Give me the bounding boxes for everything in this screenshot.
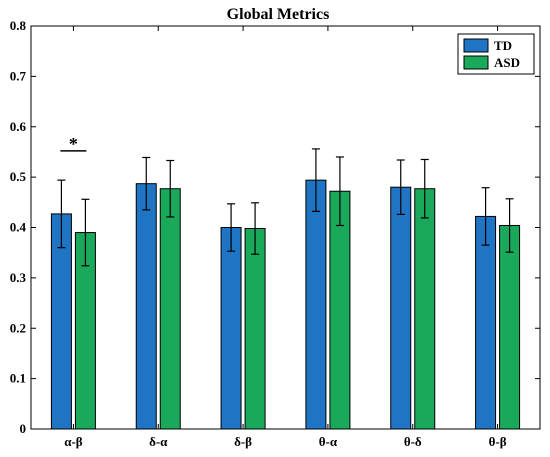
x-tick-label: δ-α [149,434,168,449]
plot-area: 0 0.1 0.2 0.3 0.4 0.5 0.6 0.7 0.8 α-β δ-α δ-β θ-α θ-δ… [10,18,541,449]
legend: TD ASD [457,33,535,75]
legend-swatch-td [463,38,489,53]
y-tick-label: 0.8 [10,18,27,33]
significance-marker: * [69,134,78,154]
y-tick-label: 0.4 [10,220,27,235]
y-tick-label: 0.3 [10,270,27,285]
x-tick-label: θ-δ [404,434,422,449]
bar-asd [414,188,436,430]
x-tick-label: θ-α [319,434,338,449]
bar-td [475,215,497,430]
bar-asd [329,190,351,430]
legend-label-asd: ASD [494,55,520,70]
x-tick-label: θ-β [489,434,507,449]
y-tick-label: 0.6 [10,119,27,134]
y-tick-label: 0.5 [10,169,27,184]
bar-asd [244,228,266,430]
bar-td [135,183,157,430]
x-tick-label: α-β [64,434,83,449]
x-tick-label: δ-β [234,434,252,449]
legend-label-td: TD [494,38,512,53]
y-tick-label: 0.1 [10,371,26,386]
y-tick-label: 0.7 [10,68,27,83]
bar-td [305,179,327,430]
legend-swatch-asd [463,55,489,70]
bar-td [220,227,242,430]
y-tick-label: 0.2 [10,320,26,335]
bar-asd [159,188,181,430]
chart-title: Global Metrics [227,6,330,23]
y-tick-label: 0 [20,421,27,436]
bar-td [390,186,412,430]
bar-asd [499,224,521,430]
